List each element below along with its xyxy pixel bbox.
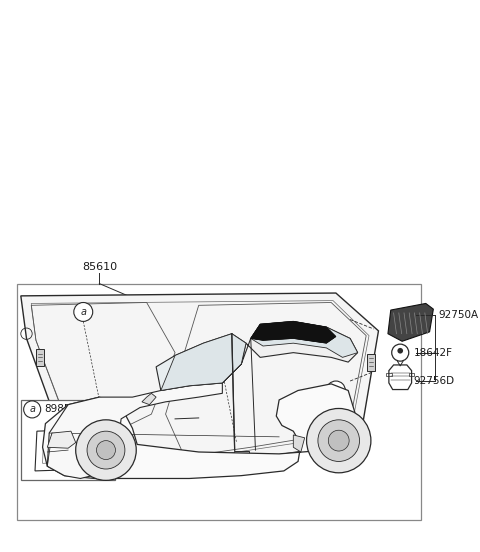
Circle shape bbox=[397, 348, 403, 354]
Polygon shape bbox=[21, 293, 378, 469]
Polygon shape bbox=[388, 304, 433, 341]
Polygon shape bbox=[161, 334, 246, 390]
Bar bbox=[386, 373, 392, 376]
Text: 92756D: 92756D bbox=[413, 376, 455, 386]
Polygon shape bbox=[251, 321, 336, 343]
Circle shape bbox=[307, 408, 371, 473]
Text: a: a bbox=[333, 385, 339, 395]
Polygon shape bbox=[43, 384, 355, 479]
Polygon shape bbox=[222, 321, 358, 383]
Bar bbox=[21, 400, 115, 480]
Bar bbox=[409, 373, 414, 376]
Bar bbox=[234, 451, 249, 468]
Text: a: a bbox=[80, 307, 86, 317]
Polygon shape bbox=[142, 394, 156, 405]
Circle shape bbox=[213, 353, 232, 371]
Text: 89855B: 89855B bbox=[45, 405, 85, 415]
Circle shape bbox=[24, 401, 41, 418]
Bar bbox=[367, 354, 375, 370]
Polygon shape bbox=[251, 321, 336, 343]
Text: 18642F: 18642F bbox=[413, 348, 453, 358]
Text: a: a bbox=[219, 357, 225, 367]
Circle shape bbox=[96, 440, 115, 460]
Circle shape bbox=[74, 302, 93, 321]
Text: a: a bbox=[29, 405, 35, 415]
Polygon shape bbox=[293, 435, 305, 452]
Polygon shape bbox=[251, 321, 358, 357]
Circle shape bbox=[76, 420, 136, 480]
Polygon shape bbox=[156, 334, 246, 390]
Polygon shape bbox=[48, 431, 76, 448]
Text: 92750A: 92750A bbox=[438, 310, 478, 320]
Text: 85610: 85610 bbox=[82, 262, 117, 272]
Circle shape bbox=[318, 420, 360, 461]
Circle shape bbox=[328, 430, 349, 451]
Bar bbox=[17, 284, 421, 520]
Bar bbox=[36, 349, 44, 366]
Polygon shape bbox=[48, 383, 222, 479]
Text: H: H bbox=[60, 447, 66, 453]
Circle shape bbox=[87, 431, 125, 469]
Circle shape bbox=[326, 381, 345, 400]
Bar bbox=[106, 407, 121, 426]
